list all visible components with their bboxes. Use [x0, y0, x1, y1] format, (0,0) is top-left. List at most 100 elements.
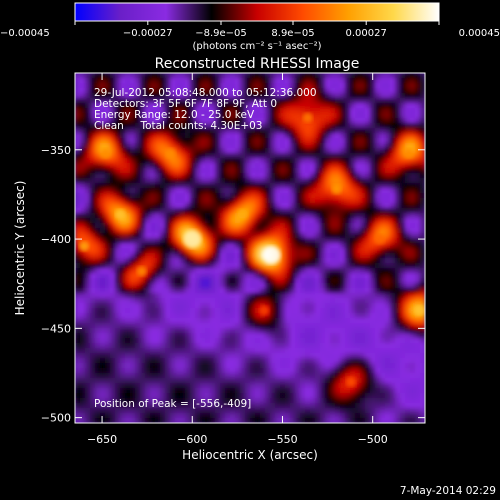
heatmap-cell	[400, 388, 406, 394]
heatmap-cell	[300, 223, 306, 229]
heatmap-cell	[110, 273, 116, 279]
heatmap-cell	[95, 378, 101, 384]
heatmap-cell	[365, 383, 371, 389]
heatmap-cell	[315, 308, 321, 314]
heatmap-cell	[220, 378, 226, 384]
heatmap-cell	[330, 328, 336, 334]
heatmap-cell	[315, 178, 321, 184]
heatmap-cell	[355, 238, 361, 244]
heatmap-cell	[375, 153, 381, 159]
heatmap-cell	[265, 278, 271, 284]
heatmap-cell	[395, 133, 401, 139]
heatmap-cell	[175, 118, 181, 124]
heatmap-cell	[335, 303, 341, 309]
heatmap-cell	[225, 223, 231, 229]
heatmap-cell	[235, 168, 241, 174]
heatmap-cell	[150, 168, 156, 174]
heatmap-cell	[155, 213, 161, 219]
heatmap-cell	[340, 398, 346, 404]
heatmap-cell	[155, 318, 161, 324]
heatmap-cell	[335, 158, 341, 164]
heatmap-cell	[160, 353, 166, 359]
heatmap-cell	[150, 223, 156, 229]
heatmap-cell	[220, 148, 226, 154]
heatmap-cell	[220, 233, 226, 239]
heatmap-cell	[135, 123, 141, 129]
heatmap-cell	[350, 248, 356, 254]
heatmap-cell	[330, 88, 336, 94]
heatmap-cell	[210, 348, 216, 354]
x-tick-label: −650	[87, 433, 117, 446]
heatmap-cell	[270, 78, 276, 84]
heatmap-cell	[90, 263, 96, 269]
heatmap-cell	[125, 158, 131, 164]
heatmap-cell	[285, 418, 291, 423]
heatmap-cell	[375, 178, 381, 184]
heatmap-cell	[240, 338, 246, 344]
heatmap-cell	[225, 248, 231, 254]
heatmap-cell	[380, 103, 386, 109]
heatmap-cell	[365, 298, 371, 304]
heatmap-cell	[230, 153, 236, 159]
heatmap-cell	[315, 208, 321, 214]
heatmap-cell	[315, 338, 321, 344]
heatmap-cell	[140, 223, 146, 229]
heatmap-cell	[375, 168, 381, 174]
heatmap-cell	[195, 223, 201, 229]
heatmap-cell	[365, 223, 371, 229]
heatmap-cell	[130, 198, 136, 204]
heatmap-cell	[410, 353, 416, 359]
heatmap-cell	[405, 218, 411, 224]
heatmap-cell	[365, 118, 371, 124]
heatmap-cell	[375, 188, 381, 194]
heatmap-cell	[240, 323, 246, 329]
heatmap-cell	[305, 108, 311, 114]
heatmap-cell	[335, 378, 341, 384]
heatmap-cell	[75, 278, 81, 284]
heatmap-cell	[135, 98, 141, 104]
heatmap-cell	[110, 393, 116, 399]
heatmap-cell	[125, 203, 131, 209]
heatmap-cell	[250, 123, 256, 129]
heatmap-cell	[120, 188, 126, 194]
heatmap-cell	[160, 368, 166, 374]
heatmap-cell	[200, 223, 206, 229]
heatmap-cell	[420, 183, 425, 189]
heatmap-cell	[145, 203, 151, 209]
heatmap-cell	[215, 338, 221, 344]
heatmap-cell	[330, 273, 336, 279]
heatmap-cell	[130, 243, 136, 249]
heatmap-cell	[170, 258, 176, 264]
heatmap-cell	[190, 258, 196, 264]
heatmap-cell	[80, 203, 86, 209]
heatmap-cell	[405, 393, 411, 399]
heatmap-cell	[255, 233, 261, 239]
heatmap-cell	[295, 98, 301, 104]
heatmap-cell	[140, 348, 146, 354]
heatmap-cell	[160, 343, 166, 349]
heatmap-cell	[270, 293, 276, 299]
heatmap-cell	[210, 338, 216, 344]
heatmap-cell	[250, 208, 256, 214]
heatmap-cell	[190, 323, 196, 329]
heatmap-cell	[190, 403, 196, 409]
heatmap-cell	[205, 398, 211, 404]
heatmap-cell	[410, 323, 416, 329]
source-point	[346, 376, 357, 387]
heatmap-cell	[110, 328, 116, 334]
heatmap-cell	[270, 393, 276, 399]
heatmap-cell	[215, 168, 221, 174]
heatmap-cell	[405, 388, 411, 394]
heatmap-cell	[355, 253, 361, 259]
heatmap-cell	[380, 378, 386, 384]
heatmap-cell	[230, 273, 236, 279]
heatmap-cell	[180, 73, 186, 79]
heatmap-cell	[395, 173, 401, 179]
heatmap-cell	[150, 193, 156, 199]
heatmap-cell	[235, 208, 241, 214]
heatmap-cell	[375, 348, 381, 354]
heatmap-cell	[175, 193, 181, 199]
heatmap-cell	[80, 338, 86, 344]
heatmap-cell	[115, 383, 121, 389]
heatmap-cell	[360, 233, 366, 239]
